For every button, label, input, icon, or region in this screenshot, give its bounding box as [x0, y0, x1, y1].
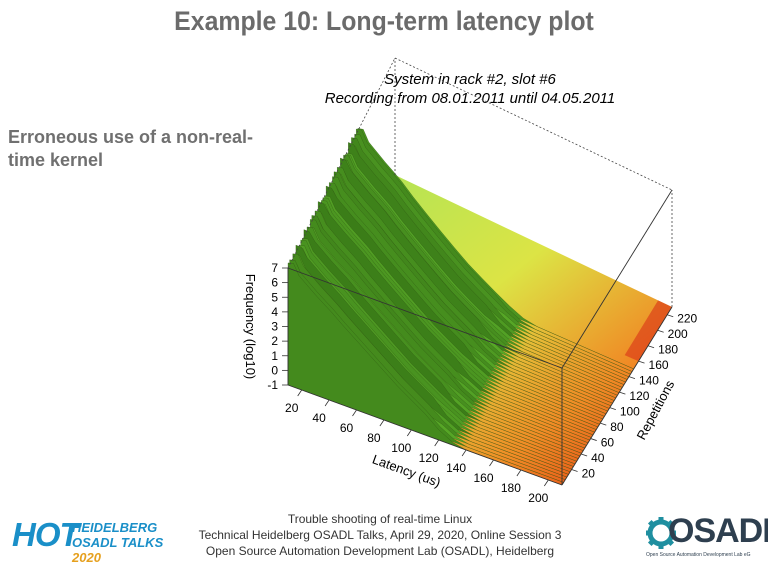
- x-tick: [297, 389, 303, 397]
- plot-title-line-2: Recording from 08.01.2011 until 04.05.20…: [324, 90, 616, 107]
- y-tick-label: 20: [582, 467, 596, 481]
- x-tick-label: 20: [285, 401, 299, 415]
- x-tick-label: 120: [419, 451, 439, 465]
- surface-tail: [624, 300, 672, 362]
- z-tick-label: 2: [271, 334, 278, 348]
- z-tick-label: 4: [271, 305, 278, 319]
- x-tick: [434, 439, 440, 447]
- plot-title-line-1: System in rack #2, slot #6: [384, 71, 556, 88]
- osadl-logo: OSADL Open Source Automation Development…: [646, 512, 768, 564]
- osadl-logo-tagline: Open Source Automation Development Lab e…: [646, 552, 751, 558]
- hot-logo-mark: HOT: [12, 516, 80, 553]
- y-tick: [609, 407, 616, 410]
- z-tick-label: 7: [271, 261, 278, 275]
- x-tick-label: 40: [312, 411, 326, 425]
- y-tick: [600, 422, 607, 426]
- footer-line-1: Trouble shooting of real-time Linux: [287, 512, 473, 526]
- hot-logo-year: 2020: [72, 550, 101, 565]
- x-tick-label: 100: [391, 441, 411, 455]
- y-tick: [647, 345, 655, 349]
- y-tick: [628, 376, 636, 380]
- hot-logo: HOT HEIDELBERG OSADL TALKS 2020: [12, 516, 177, 565]
- hot-logo-line-1: HEIDELBERG: [72, 520, 158, 535]
- y-tick-label: 180: [658, 343, 678, 357]
- x-tick: [516, 469, 522, 477]
- x-tick-label: 200: [528, 491, 548, 505]
- x-tick-label: 180: [501, 481, 521, 495]
- y-tick: [581, 453, 588, 457]
- z-tick-label: 5: [271, 290, 278, 304]
- slide-title: Example 10: Long-term latency plot: [174, 6, 594, 36]
- z-tick-label: 6: [271, 276, 278, 290]
- y-tick-label: 60: [601, 436, 615, 450]
- y-tick: [619, 391, 626, 395]
- x-tick-label: 140: [446, 461, 466, 475]
- hot-logo-line-2: OSADL TALKS 2020: [72, 535, 177, 565]
- hot-logo-talks: OSADL TALKS: [72, 535, 164, 550]
- x-tick-label: 60: [340, 421, 354, 435]
- z-tick-label: -1: [267, 378, 278, 392]
- x-tick-label: 160: [473, 471, 493, 485]
- z-axis-label: Frequency (log10): [243, 274, 258, 380]
- x-tick: [406, 429, 412, 437]
- y-tick: [571, 469, 578, 472]
- box-front-edge: [287, 384, 563, 486]
- box-front-edge: [561, 306, 673, 486]
- z-tick-label: 1: [271, 349, 278, 363]
- x-tick: [352, 409, 357, 417]
- footer-line-3: Open Source Automation Development Lab (…: [205, 544, 555, 558]
- x-tick: [489, 459, 494, 467]
- footer-line-2: Technical Heidelberg OSADL Talks, April …: [198, 528, 562, 542]
- y-tick-label: 160: [649, 358, 669, 372]
- y-tick: [657, 329, 664, 333]
- plot-title: System in rack #2, slot #6 Recording fro…: [280, 70, 660, 108]
- box-front-edge: [287, 267, 563, 369]
- side-note: Erroneous use of a non-real- time kernel: [8, 126, 278, 172]
- y-tick: [638, 360, 645, 364]
- y-tick-label: 200: [668, 327, 688, 341]
- footer: Trouble shooting of real-time Linux Tech…: [190, 511, 570, 559]
- box-front-edge: [561, 189, 673, 369]
- y-tick-label: 220: [677, 312, 697, 326]
- y-tick-label: 120: [629, 389, 649, 403]
- x-tick: [543, 479, 549, 487]
- x-tick-label: 80: [367, 431, 381, 445]
- y-tick-label: 140: [639, 374, 659, 388]
- osadl-logo-word: OSADL: [668, 512, 768, 550]
- y-tick-label: 80: [610, 420, 624, 434]
- x-tick: [461, 449, 467, 457]
- y-tick-label: 100: [620, 405, 640, 419]
- x-tick: [379, 419, 385, 427]
- side-note-line-2: time kernel: [8, 150, 104, 170]
- y-tick: [667, 314, 674, 318]
- z-tick-label: 3: [271, 320, 278, 334]
- y-tick: [590, 438, 597, 441]
- box-back-edge: [287, 57, 396, 269]
- z-tick-label: 0: [271, 363, 278, 377]
- side-note-line-1: Erroneous use of a non-real-: [8, 127, 254, 147]
- box-back-edge: [394, 57, 673, 191]
- y-tick-label: 40: [591, 451, 605, 465]
- gear-icon: [646, 517, 676, 549]
- x-tick: [324, 399, 330, 407]
